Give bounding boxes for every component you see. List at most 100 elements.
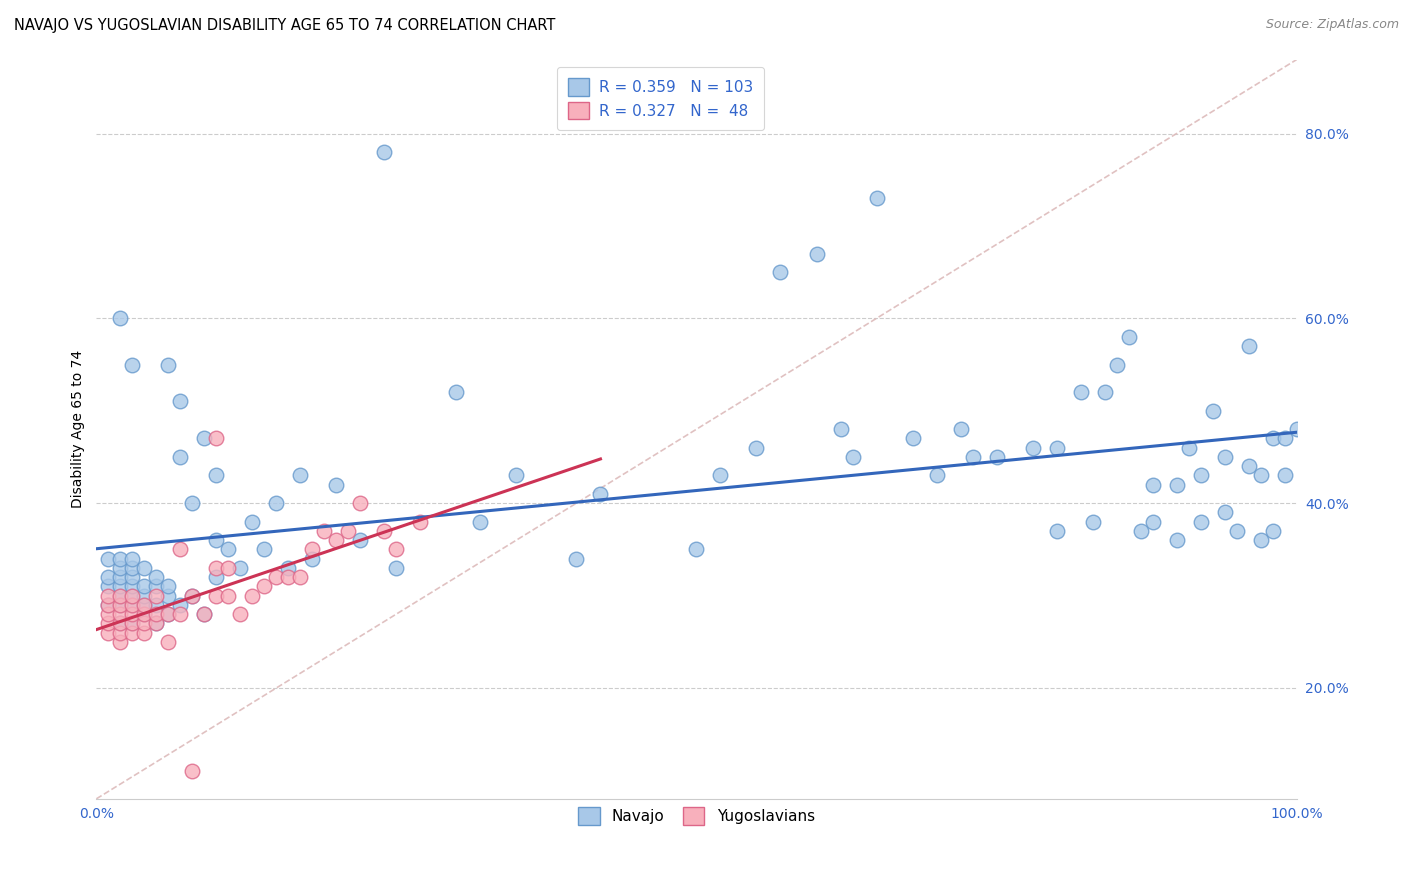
Point bbox=[169, 450, 191, 464]
Point bbox=[110, 579, 132, 593]
Point bbox=[1213, 505, 1236, 519]
Point bbox=[97, 570, 120, 584]
Point bbox=[110, 561, 132, 575]
Point bbox=[97, 625, 120, 640]
Point bbox=[145, 616, 167, 631]
Point bbox=[205, 561, 228, 575]
Point bbox=[1105, 358, 1128, 372]
Point bbox=[1285, 422, 1308, 436]
Point bbox=[110, 616, 132, 631]
Point bbox=[193, 607, 215, 621]
Point bbox=[385, 542, 408, 557]
Point bbox=[229, 561, 252, 575]
Point bbox=[157, 607, 180, 621]
Point bbox=[121, 598, 143, 612]
Text: Source: ZipAtlas.com: Source: ZipAtlas.com bbox=[1265, 18, 1399, 31]
Point bbox=[169, 598, 191, 612]
Point bbox=[1045, 441, 1067, 455]
Point bbox=[385, 561, 408, 575]
Point bbox=[205, 432, 228, 446]
Point bbox=[962, 450, 984, 464]
Point bbox=[121, 570, 143, 584]
Point bbox=[1189, 468, 1212, 483]
Point bbox=[1201, 403, 1223, 417]
Point bbox=[217, 542, 239, 557]
Point bbox=[121, 589, 143, 603]
Point bbox=[1250, 468, 1272, 483]
Point bbox=[205, 533, 228, 547]
Point bbox=[1070, 385, 1092, 400]
Point bbox=[266, 496, 288, 510]
Point bbox=[157, 579, 180, 593]
Point bbox=[242, 515, 264, 529]
Point bbox=[217, 589, 239, 603]
Point bbox=[1177, 441, 1199, 455]
Point bbox=[1189, 515, 1212, 529]
Point bbox=[205, 589, 228, 603]
Point bbox=[181, 589, 204, 603]
Point bbox=[134, 598, 156, 612]
Point bbox=[266, 570, 288, 584]
Point bbox=[290, 468, 312, 483]
Point bbox=[217, 561, 239, 575]
Point bbox=[169, 542, 191, 557]
Point bbox=[121, 625, 143, 640]
Point bbox=[1021, 441, 1043, 455]
Point bbox=[97, 551, 120, 566]
Point bbox=[97, 616, 120, 631]
Point bbox=[97, 589, 120, 603]
Point bbox=[134, 607, 156, 621]
Point bbox=[110, 625, 132, 640]
Point bbox=[242, 589, 264, 603]
Point bbox=[97, 607, 120, 621]
Point bbox=[193, 607, 215, 621]
Point bbox=[301, 551, 323, 566]
Point bbox=[110, 598, 132, 612]
Point bbox=[97, 579, 120, 593]
Point bbox=[806, 246, 828, 260]
Point bbox=[121, 598, 143, 612]
Point bbox=[253, 542, 276, 557]
Point bbox=[685, 542, 707, 557]
Point bbox=[110, 311, 132, 326]
Point bbox=[1274, 432, 1296, 446]
Point bbox=[1129, 524, 1152, 538]
Point bbox=[1213, 450, 1236, 464]
Point bbox=[145, 579, 167, 593]
Point bbox=[1261, 524, 1284, 538]
Point bbox=[1081, 515, 1104, 529]
Point bbox=[325, 533, 347, 547]
Point bbox=[157, 634, 180, 648]
Point bbox=[110, 598, 132, 612]
Point bbox=[121, 607, 143, 621]
Point bbox=[709, 468, 731, 483]
Point bbox=[169, 394, 191, 409]
Legend: Navajo, Yugoslavians: Navajo, Yugoslavians bbox=[568, 797, 825, 836]
Point bbox=[986, 450, 1008, 464]
Point bbox=[1274, 468, 1296, 483]
Point bbox=[745, 441, 768, 455]
Point bbox=[277, 570, 299, 584]
Point bbox=[121, 616, 143, 631]
Point bbox=[337, 524, 360, 538]
Point bbox=[181, 764, 204, 778]
Point bbox=[97, 598, 120, 612]
Point bbox=[349, 496, 371, 510]
Point bbox=[110, 551, 132, 566]
Point bbox=[901, 432, 924, 446]
Point bbox=[181, 589, 204, 603]
Point bbox=[1118, 330, 1140, 344]
Point bbox=[121, 579, 143, 593]
Point bbox=[277, 561, 299, 575]
Point bbox=[1166, 477, 1188, 491]
Point bbox=[769, 265, 792, 279]
Point bbox=[841, 450, 863, 464]
Point bbox=[134, 598, 156, 612]
Point bbox=[1166, 533, 1188, 547]
Point bbox=[205, 468, 228, 483]
Point bbox=[134, 607, 156, 621]
Point bbox=[121, 589, 143, 603]
Point bbox=[110, 616, 132, 631]
Point bbox=[134, 589, 156, 603]
Point bbox=[505, 468, 527, 483]
